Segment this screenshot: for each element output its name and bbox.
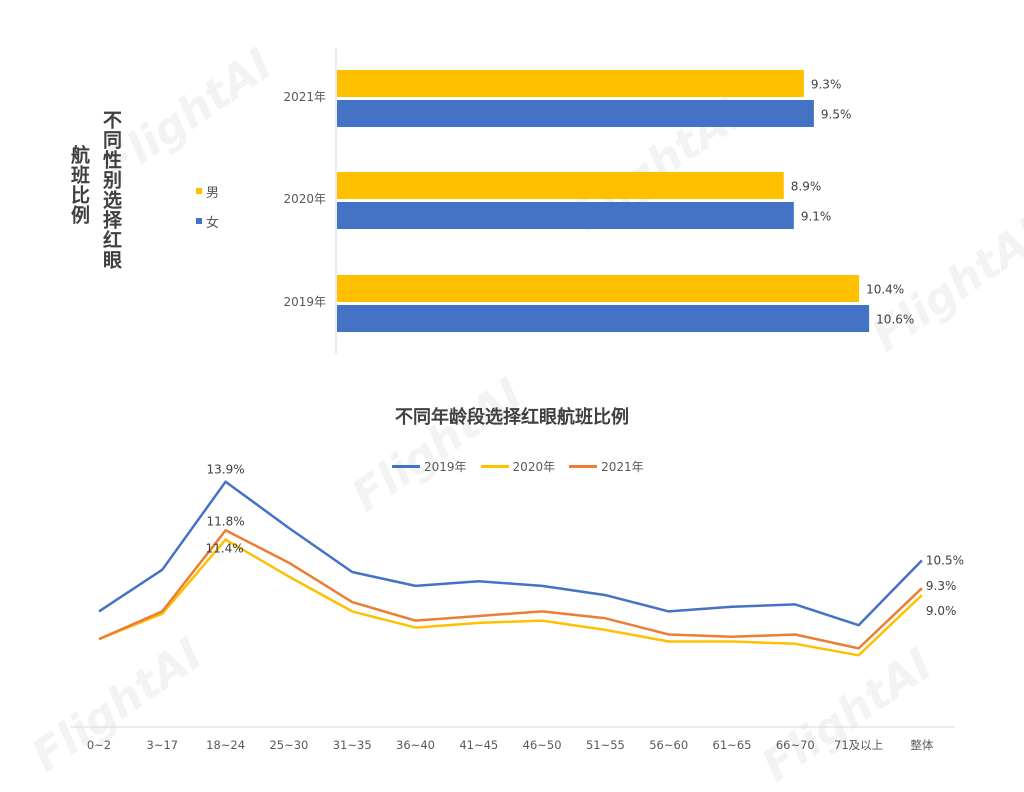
bar-data-label: 9.1% — [801, 210, 832, 224]
bar-category-label: 2021年 — [283, 90, 326, 104]
bar-male — [337, 172, 784, 199]
line-data-label: 10.5% — [926, 553, 964, 567]
bar-male — [337, 275, 860, 302]
series-line-2019年 — [98, 480, 923, 627]
line-data-label: 9.3% — [926, 579, 957, 593]
x-tick-label: 36~40 — [396, 738, 435, 752]
legend-label-2019: 2019年 — [424, 460, 467, 474]
bar-male — [337, 70, 804, 97]
series-line-2020年 — [98, 538, 923, 657]
series-line-2021年 — [98, 529, 923, 650]
x-tick-label: 61~65 — [713, 738, 752, 752]
line-data-label: 9.0% — [926, 604, 957, 618]
bar-female — [337, 100, 814, 127]
legend-item-male: 男 — [196, 176, 219, 206]
x-tick-label: 66~70 — [776, 738, 815, 752]
line-data-label: 11.4% — [206, 542, 244, 556]
bar-category-label: 2019年 — [283, 295, 326, 309]
line-chart-title: 不同年龄段选择红眼航班比例 — [395, 407, 629, 428]
legend-item-female: 女 — [196, 206, 219, 236]
bar-data-label: 9.5% — [821, 108, 852, 122]
x-tick-label: 46~50 — [523, 738, 562, 752]
legend-line-2021 — [569, 465, 598, 468]
line-data-label: 13.9% — [207, 463, 245, 477]
bar-data-label: 10.6% — [876, 313, 914, 327]
bar-category-label: 2020年 — [283, 192, 326, 206]
watermark: FlightAI — [22, 628, 212, 783]
bar-chart-title-2: 航班比例 — [68, 145, 90, 225]
legend-label-female: 女 — [206, 215, 220, 231]
watermark: FlightAI — [342, 368, 532, 523]
legend-item-2020: 2020年 — [480, 458, 556, 475]
watermark: FlightAI — [752, 638, 942, 792]
legend-item-2021: 2021年 — [569, 458, 644, 475]
bar-female — [337, 305, 870, 332]
legend-label-2020: 2020年 — [512, 460, 556, 474]
line-data-label: 11.8% — [207, 514, 245, 528]
legend-swatch-female — [196, 218, 202, 224]
bar-legend: 男 女 — [196, 176, 219, 236]
x-tick-label: 56~60 — [649, 738, 688, 752]
legend-line-2020 — [480, 465, 509, 468]
legend-label-male: 男 — [206, 185, 220, 201]
legend-swatch-male — [196, 188, 202, 194]
legend-item-2019: 2019年 — [392, 458, 467, 475]
bar-data-label: 10.4% — [866, 283, 904, 297]
x-tick-label: 0~2 — [87, 738, 111, 752]
x-tick-label: 18~24 — [206, 738, 245, 752]
x-tick-label: 31~35 — [333, 738, 372, 752]
x-tick-label: 3~17 — [147, 738, 179, 752]
bar-female — [337, 202, 794, 229]
bar-data-label: 9.3% — [811, 78, 842, 92]
bar-chart-title: 不同性别选择红眼 — [100, 110, 122, 270]
bar-chart: 2021年 9.3% 9.5% 2020年 8.9% 9.1% 2019年 10.4% 10.6… — [283, 48, 914, 354]
legend-line-2019 — [392, 465, 420, 468]
x-tick-label: 25~30 — [269, 738, 308, 752]
x-tick-label: 41~45 — [459, 738, 498, 752]
x-tick-label: 71及以上 — [834, 738, 883, 752]
bar-data-label: 8.9% — [791, 180, 822, 194]
x-tick-label: 整体 — [910, 738, 933, 752]
line-legend: 2019年 2020年 2021年 — [392, 458, 644, 475]
x-tick-label: 51~55 — [586, 738, 625, 752]
legend-label-2021: 2021年 — [601, 460, 644, 474]
